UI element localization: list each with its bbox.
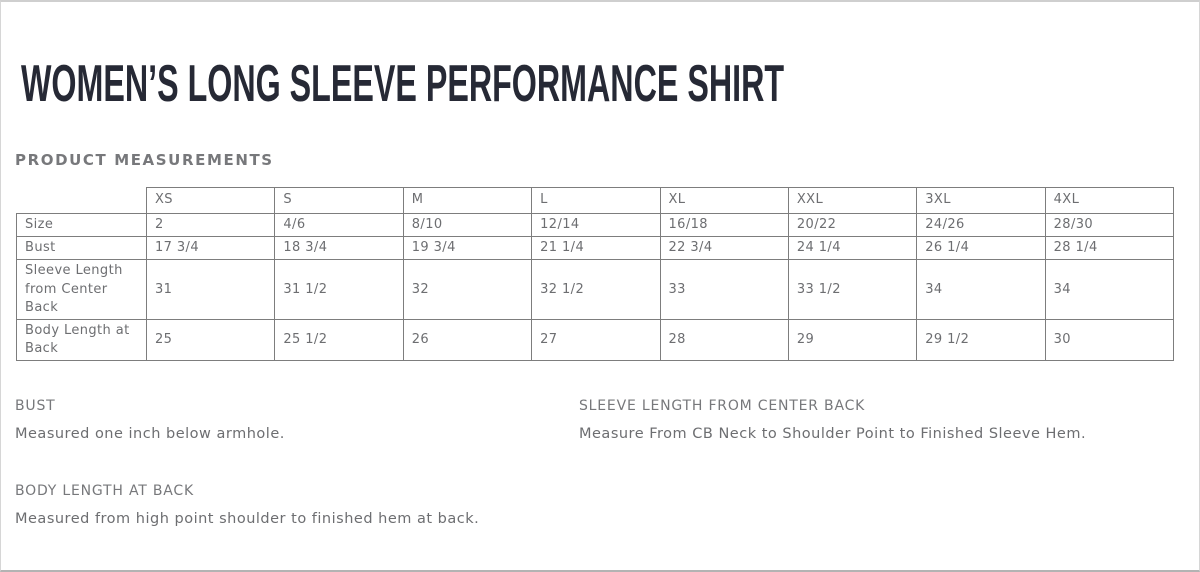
note-sleeve-length: SLEEVE LENGTH FROM CENTER BACK Measure F… xyxy=(579,398,1086,442)
table-cell: 31 xyxy=(145,259,276,320)
table-cell: 26 xyxy=(402,318,533,362)
table-cell: 30 xyxy=(1044,318,1175,362)
table-cell: 31 1/2 xyxy=(274,259,404,320)
table-cell: 19 3/4 xyxy=(402,236,533,261)
table-cell: 21 1/4 xyxy=(531,236,661,261)
table-cell: 33 1/2 xyxy=(787,259,918,320)
table-cell: 26 1/4 xyxy=(916,236,1046,261)
table-cell: 25 1/2 xyxy=(274,318,404,362)
note-text: Measured from high point shoulder to fin… xyxy=(15,511,480,527)
table-cell: 29 1/2 xyxy=(916,318,1046,362)
table-cell: 28 xyxy=(659,318,789,362)
column-header-xxl: XXL xyxy=(787,187,918,214)
note-heading: SLEEVE LENGTH FROM CENTER BACK xyxy=(579,398,866,414)
note-heading: BODY LENGTH AT BACK xyxy=(15,483,194,499)
table-cell: 18 3/4 xyxy=(274,236,404,261)
table-header-row: XS S M L XL XXL 3XL 4XL xyxy=(17,187,1175,214)
table-cell: 24/26 xyxy=(916,212,1046,238)
product-measurements-heading: PRODUCT MEASUREMENTS xyxy=(15,151,274,169)
table-cell: 29 xyxy=(787,318,918,362)
table-cell: 28 1/4 xyxy=(1044,236,1175,261)
table-body: XS S M L XL XXL 3XL 4XL Size 2 4/6 8/10 12/14 16/18 20… xyxy=(16,187,1175,362)
table-row: Bust 17 3/4 18 3/4 19 3/4 21 1/4 22 3/4 24 1/4… xyxy=(16,236,1175,261)
table-row: Body Length at Back 25 25 1/2 26 27 28 29 29 1/… xyxy=(16,318,1175,362)
row-label: Sleeve Length from Center Back xyxy=(16,259,147,320)
column-header-3xl: 3XL xyxy=(916,187,1046,214)
table-cell: 27 xyxy=(531,318,661,362)
note-bust: BUST Measured one inch below armhole. xyxy=(15,398,285,442)
table-cell: 32 1/2 xyxy=(531,259,661,320)
table-cell: 33 xyxy=(659,259,789,320)
note-text: Measured one inch below armhole. xyxy=(15,426,285,442)
measurements-table: XS S M L XL XXL 3XL 4XL Size 2 4/6 8/10 12/14 16/18 20… xyxy=(16,187,1175,362)
column-header-4xl: 4XL xyxy=(1044,187,1175,214)
column-header-xl: XL xyxy=(659,187,789,214)
note-text: Measure From CB Neck to Shoulder Point t… xyxy=(579,426,1087,442)
note-body-length: BODY LENGTH AT BACK Measured from high p… xyxy=(15,483,479,527)
table-cell: 34 xyxy=(916,259,1046,320)
table-cell: 22 3/4 xyxy=(659,236,789,261)
table-cell: 16/18 xyxy=(659,212,789,238)
table-cell: 8/10 xyxy=(402,212,533,238)
note-heading: BUST xyxy=(15,398,56,414)
row-label: Bust xyxy=(16,236,147,261)
page-title: WOMEN’S LONG SLEEVE PERFORMANCE SHIRT xyxy=(21,55,785,113)
table-cell: 34 xyxy=(1044,259,1175,320)
table-cell: 25 xyxy=(145,318,276,362)
table-cell: 17 3/4 xyxy=(145,236,276,261)
column-header-l: L xyxy=(531,187,661,214)
